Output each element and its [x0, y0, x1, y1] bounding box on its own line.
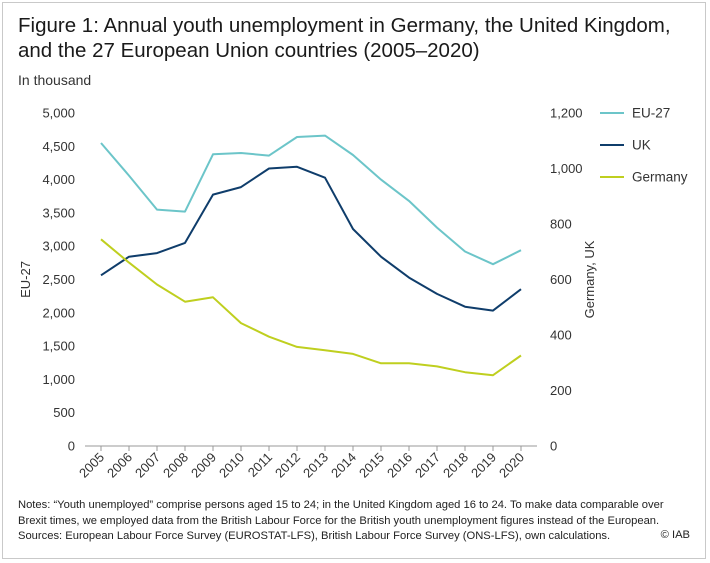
chart-title-line-2: and the 27 European Union countries (200… — [18, 39, 480, 62]
left-axis-tick-label: 3,000 — [42, 239, 75, 254]
left-axis-tick-label: 3,500 — [42, 205, 75, 220]
x-axis-tick-label: 2012 — [272, 450, 303, 481]
chart-title: Figure 1: Annual youth unemployment in G… — [18, 13, 698, 63]
series-line-eu-27 — [100, 134, 522, 266]
x-axis-tick-label: 2005 — [76, 450, 107, 481]
right-axis-tick-label: 800 — [550, 217, 572, 232]
right-axis-tick-label: 0 — [550, 439, 557, 454]
x-axis-tick-label: 2017 — [412, 450, 443, 481]
x-axis-tick-label: 2016 — [384, 450, 415, 481]
unit-label: In thousand — [18, 72, 92, 88]
sources-line: Sources: European Labour Force Survey (E… — [18, 530, 611, 542]
chart-title-line-1: Figure 1: Annual youth unemployment in G… — [18, 14, 671, 37]
right-axis-tick-label: 200 — [550, 383, 572, 398]
left-axis-tick-label: 4,000 — [42, 172, 75, 187]
left-axis-tick-label: 5,000 — [42, 106, 75, 121]
x-axis-tick-label: 2006 — [104, 450, 135, 481]
x-axis-tick-label: 2020 — [496, 450, 527, 481]
right-axis-tick-label: 400 — [550, 328, 572, 343]
x-axis-tick-label: 2013 — [300, 450, 331, 481]
x-axis-tick-label: 2015 — [356, 450, 387, 481]
legend-label-eu-27: EU-27 — [632, 106, 670, 121]
notes-block: Notes: “Youth unemployed” comprise perso… — [18, 498, 698, 545]
left-axis-tick-label: 1,000 — [42, 372, 75, 387]
left-axis-tick-label: 500 — [53, 405, 75, 420]
x-axis-tick-label: 2009 — [188, 450, 219, 481]
left-axis-title: EU-27 — [18, 261, 33, 298]
x-axis-tick-label: 2008 — [160, 450, 191, 481]
right-axis-tick-label: 1,200 — [550, 106, 583, 121]
left-axis-tick-label: 2,500 — [42, 272, 75, 287]
legend-label-uk: UK — [632, 138, 651, 153]
notes-line-1: Notes: “Youth unemployed” comprise perso… — [18, 499, 664, 511]
right-axis-title: Germany, UK — [582, 240, 597, 318]
x-axis-tick-label: 2011 — [245, 450, 275, 480]
series-line-uk — [100, 165, 522, 312]
line-chart: 0 500 1,000 1,500 2,000 2,500 3,000 3,500 4,000 4… — [18, 106, 688, 481]
series-line-germany — [100, 238, 522, 377]
left-axis-tick-label: 0 — [68, 439, 75, 454]
right-axis-tick-label: 600 — [550, 272, 572, 287]
left-axis-tick-label: 2,000 — [42, 305, 75, 320]
legend-label-germany: Germany — [632, 170, 688, 185]
notes-line-2: Brexit times, we employed data from the … — [18, 514, 660, 527]
x-axis-tick-label: 2007 — [132, 450, 163, 481]
left-axis-tick-label: 4,500 — [42, 139, 75, 154]
x-axis-tick-label: 2014 — [328, 450, 359, 481]
right-axis-tick-label: 1,000 — [550, 161, 583, 176]
x-axis-tick-label: 2019 — [468, 450, 499, 481]
x-axis-tick-label: 2010 — [216, 450, 247, 481]
x-axis-tick-label: 2018 — [440, 450, 471, 481]
left-axis-tick-label: 1,500 — [42, 339, 75, 354]
copyright-label: © IAB — [660, 529, 690, 541]
